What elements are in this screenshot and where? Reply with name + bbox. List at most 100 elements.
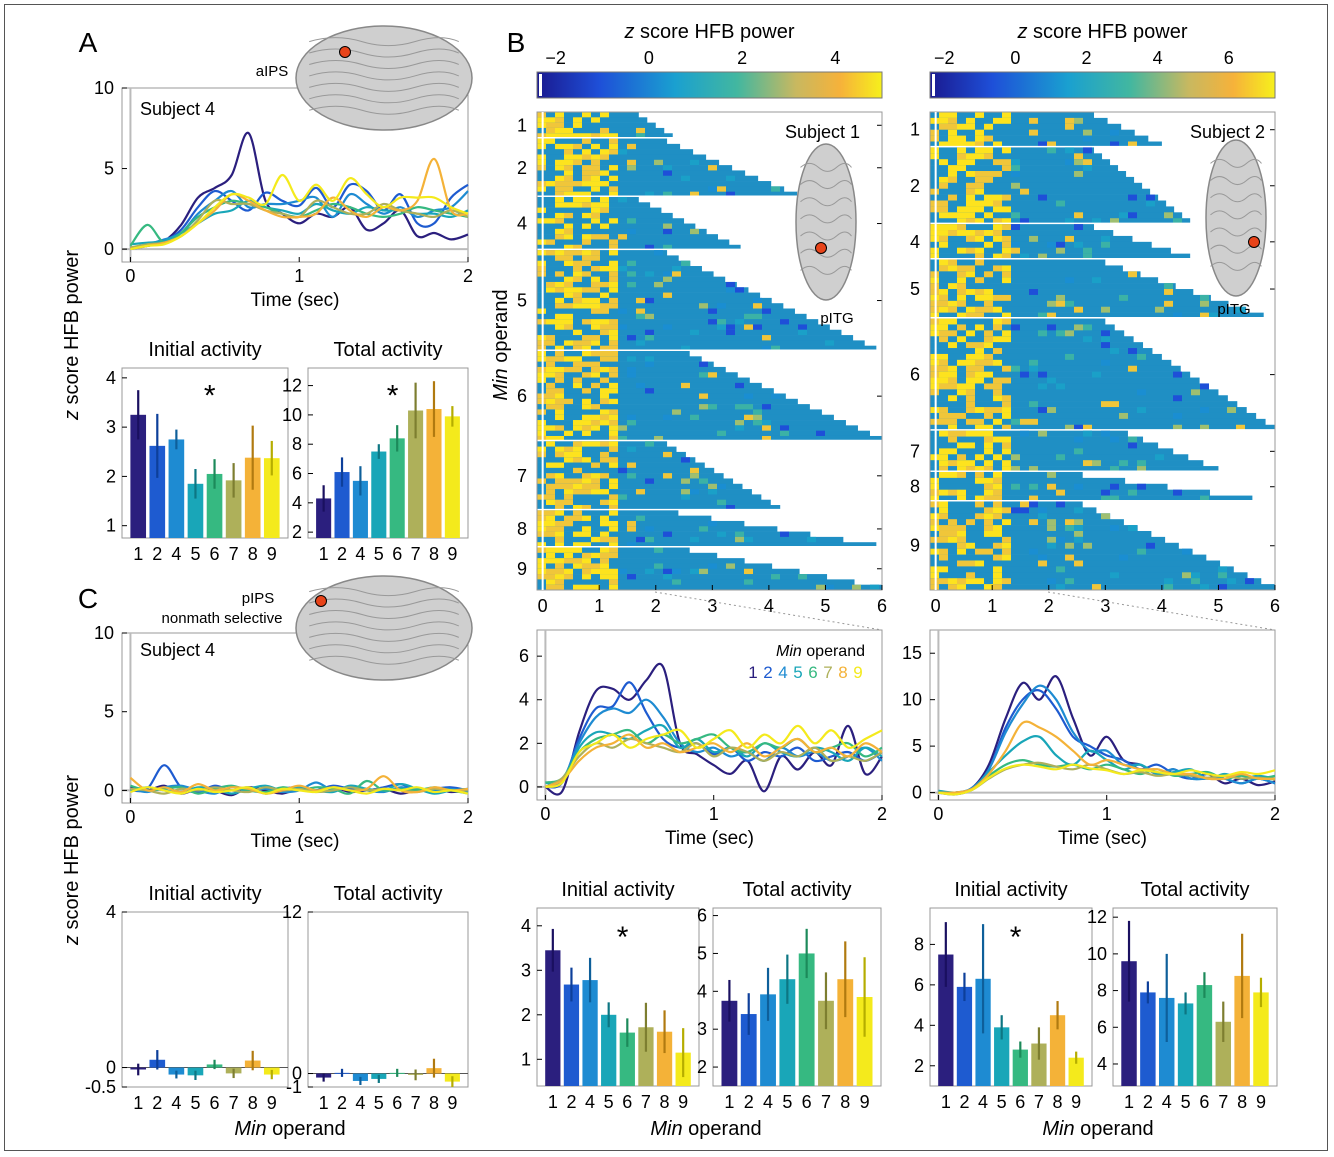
B-raster-s1-pixel [546,356,555,362]
B-raster-s2-trial-row [930,389,1219,396]
B-raster-s2-pixel [1038,407,1047,414]
B-raster-s1-operand-label: 8 [517,519,527,539]
B-s1-brain-glyph-sulcus [800,180,852,190]
B-raster-s1-pixel [591,175,600,182]
C-total-category-label: 6 [392,1093,402,1113]
B-raster-s1-pixel [591,207,600,214]
A-total-bar-6 [389,438,405,538]
B-raster-s1-pixel [555,228,564,235]
B-raster-s1-pixel [627,414,636,421]
B-raster-s2-pixel [984,483,993,490]
B-colorbar-s1-gradient-bar [536,71,883,99]
B-raster-s1-pixel [600,112,609,118]
B-raster-s1-pixel [573,531,582,538]
B-raster-s2-pixel [1020,501,1029,508]
B-raster-s1-pixel [564,159,573,166]
B-raster-s2-pixel [1074,171,1083,178]
B-raster-s2-pixel [1002,519,1011,526]
B-raster-s2-pixel [1056,294,1065,302]
B-raster-s2-pixel [1002,112,1011,119]
B-raster-s1-trial-row [537,186,785,192]
B-raster-s1-pixel [564,430,573,437]
B-raster-s2-pixel [957,206,966,213]
B-raster-s2-pixel [975,259,984,266]
B-s2-total-ytick-label: 10 [1087,944,1107,964]
B-raster-s2-pixel [957,277,966,284]
B-raster-s2-pixel [1083,253,1092,260]
B-raster-s1-pixel [564,202,573,208]
B-raster-s2-pixel [984,171,993,178]
B-timecourse-s1-series-line-9 [545,724,883,788]
B-raster-s1-operand-label: 6 [517,386,527,406]
B-raster-s2-pixel [1029,418,1038,426]
B-raster-s1-pixel [582,175,591,182]
B-raster-s2-pixel [1065,542,1074,549]
B-raster-s2-pixel [1020,188,1029,195]
B-raster-s2-pixel [948,371,957,378]
B-raster-s2-pixel [1074,436,1083,443]
B-raster-s1-pixel [609,457,618,463]
B-raster-s2-pixel [939,235,948,243]
B-raster-s2-trial-row [930,525,1138,532]
B-raster-s2-pixel [975,324,984,331]
B-raster-s1-pixel [609,143,618,150]
B-raster-s1-pixel [564,366,573,373]
B-raster-s2-pixel [993,566,1002,573]
B-raster-s1-pixel [582,303,591,309]
B-raster-s1-pixel [690,191,699,198]
B-raster-s2-pixel [1011,454,1020,461]
B-raster-s2-pixel [975,294,984,302]
B-raster-s1-pixel [564,165,573,171]
B-raster-s2-pixel [984,383,993,390]
B-raster-s1-pixel [627,260,636,267]
C-brain-glyph-sulcus [309,632,460,642]
B-raster-s2-pixel [1245,578,1254,585]
B-raster-s2-pixel [1002,442,1011,449]
B-raster-s1-trial-row [537,552,718,559]
B-raster-s2-pixel [930,454,939,461]
B-raster-s2-pixel [966,460,975,467]
B-raster-s2-pixel [948,584,957,591]
B-raster-s1-pixel [591,303,600,309]
B-raster-s1-pixel [609,271,618,277]
B-raster-s1-pixel [600,398,609,405]
B-raster-s1-trial-row [537,143,681,150]
B-raster-s1-pixel [708,165,717,171]
B-raster-s2-pixel [948,578,957,585]
B-raster-s2-pixel [1236,424,1245,431]
B-raster-s1-pixel [591,414,600,421]
C-initial-category-label: 8 [248,1093,258,1113]
A-initial-bar-2 [149,445,166,538]
B-raster-s2-pixel [993,578,1002,585]
B-raster-s1-xtick-label: 2 [651,596,661,616]
B-raster-s2-pixel [957,230,966,237]
B-raster-s1-pixel [537,425,546,431]
B-raster-s1-pixel [582,441,591,447]
B-s2-initial-ytick-label: 6 [914,975,924,995]
B-raster-y-axis-title-italic: Min [490,368,512,400]
B-s2-total-category-label: 7 [1218,1092,1228,1112]
A-initial-bar-8 [244,457,261,538]
B-raster-s1-pixel [555,568,564,575]
B-raster-s2-pixel [1200,294,1209,302]
B-raster-s1-pixel [780,319,789,325]
B-raster-s2-pixel [948,265,957,272]
B-raster-s1-pixel [609,287,618,293]
B-s2-initial-bar-2 [956,986,973,1086]
B-s2-total-title: Total activity [1141,879,1250,901]
B-raster-s1-pixel [591,584,600,591]
B-raster-s1-pixel [591,297,600,304]
B-raster-s2-pixel [1101,330,1110,337]
B-raster-s1-trial-row [537,250,668,256]
B-raster-s2-trial-row [930,265,1123,272]
B-raster-s1-pixel [600,574,609,580]
B-raster-s1-pixel [564,446,573,453]
B-raster-s2-pixel [1002,436,1011,443]
B-raster-s2-pixel [1020,418,1029,426]
B-raster-s2-pixel [1101,495,1110,502]
B-raster-s2-pixel [939,578,948,585]
B-raster-s1-pixel [663,324,672,331]
B-raster-s2-pixel [1002,318,1011,325]
B-raster-s2-pixel [993,141,1002,148]
B-raster-s2-pixel [966,306,975,313]
